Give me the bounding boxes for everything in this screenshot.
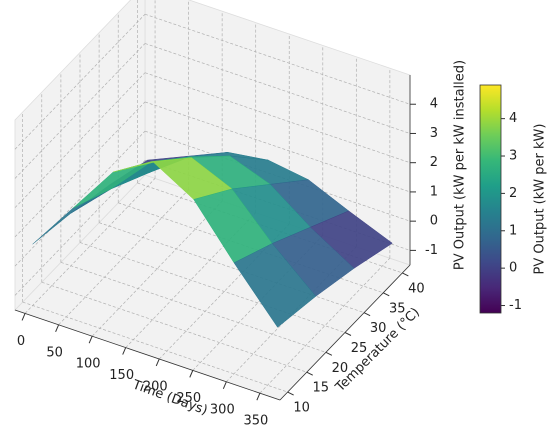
- z-tick-label: 3: [430, 126, 438, 141]
- colorbar-tick-label: 1: [509, 223, 517, 238]
- grid-line: [14, 130, 146, 267]
- x-tick: [55, 324, 60, 333]
- y-tick: [344, 332, 352, 336]
- grid-line: [14, 13, 146, 150]
- grid-line: [144, 130, 411, 222]
- grid-line: [91, 200, 223, 337]
- x-tick-label: 50: [46, 345, 63, 360]
- grid-line: [58, 189, 189, 326]
- x-tick: [222, 381, 227, 389]
- grid-line: [118, 202, 384, 294]
- x-tick: [88, 336, 93, 344]
- y-tick-label: 10: [293, 401, 310, 416]
- x-tick-label: 350: [243, 414, 268, 428]
- y-tick-label: 40: [408, 281, 425, 296]
- y-tick: [287, 391, 294, 396]
- z-tick-label: -1: [425, 243, 438, 258]
- y-tick-label: 20: [332, 361, 349, 376]
- x-tick-label: 300: [210, 402, 235, 417]
- x-axis-line: [14, 309, 281, 401]
- grid-line: [144, 43, 411, 134]
- colorbar-tick-label: 0: [509, 261, 517, 276]
- grid-line: [144, 13, 411, 105]
- z-tick-label: 1: [430, 184, 438, 199]
- x-tick-label: 0: [17, 334, 25, 349]
- x-tick: [122, 347, 127, 355]
- colorbar: [479, 84, 502, 314]
- panes: [14, 0, 411, 401]
- grid-line: [137, 182, 403, 274]
- x-tick: [21, 313, 26, 321]
- y-tick: [402, 272, 409, 277]
- colorbar-tick-label: 2: [509, 186, 517, 201]
- x-tick-label: 150: [109, 368, 134, 383]
- y-tick: [383, 292, 390, 297]
- z-tick-label: 4: [430, 97, 438, 112]
- grid-line: [14, 72, 146, 208]
- grid-line: [259, 257, 391, 394]
- y-tick-label: 15: [312, 381, 329, 396]
- colorbar-label: PV Output (kW per kW): [533, 124, 548, 275]
- grid-line: [14, 43, 146, 179]
- x-tick: [189, 370, 194, 378]
- grid-line: [99, 222, 365, 313]
- x-tick-label: 200: [143, 379, 168, 394]
- y-tick-label: 35: [389, 301, 406, 316]
- z-axis-label: PV Output (kW per kW installed): [453, 60, 468, 270]
- y-tick-label: 25: [351, 341, 368, 356]
- y-tick: [306, 371, 313, 376]
- grid-line: [41, 281, 307, 373]
- surface: [32, 152, 393, 328]
- x-tick-label: 100: [76, 357, 101, 372]
- colorbar-tick-label: -1: [509, 298, 522, 313]
- grid-line: [22, 301, 288, 393]
- y-tick: [325, 351, 333, 356]
- grid-line: [144, 101, 411, 193]
- grid-line: [14, 101, 146, 238]
- x-tick-label: 250: [176, 391, 201, 406]
- grid-line: [24, 178, 156, 314]
- grid-line: [79, 242, 346, 333]
- colorbar-tick-label: 3: [509, 149, 517, 164]
- surface-patch: [233, 243, 317, 328]
- colorbar-tick-label: 4: [509, 111, 517, 126]
- z-tick-label: 2: [430, 155, 438, 170]
- grid-line: [60, 262, 326, 353]
- grid-line: [144, 72, 411, 164]
- x-tick: [256, 392, 261, 401]
- y-tick-label: 30: [370, 321, 387, 336]
- z-tick-label: 0: [430, 214, 438, 229]
- x-tick: [155, 358, 160, 367]
- y-tick: [363, 312, 371, 317]
